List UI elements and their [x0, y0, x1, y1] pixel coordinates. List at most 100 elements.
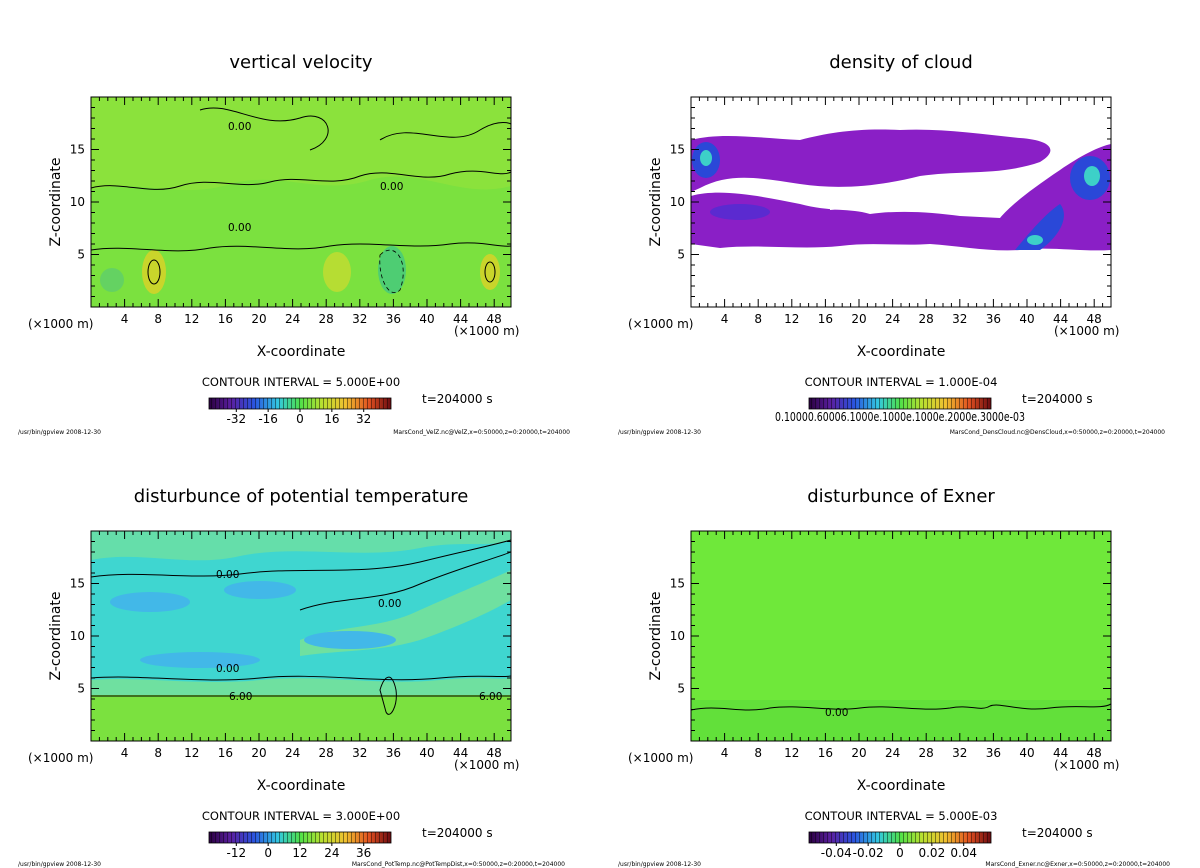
footer-left: /usr/bin/gpview 2008-12-30	[618, 429, 701, 436]
footer-right: MarsCond_PotTemp.nc@PotTempDist,x=0:5000…	[352, 861, 565, 868]
field-region	[91, 678, 511, 695]
x-tick-label: 28	[319, 312, 334, 326]
contour-line	[91, 675, 511, 681]
field-region	[830, 188, 969, 211]
x-axis-label: X-coordinate	[257, 344, 346, 360]
x-unit-label-left: (×1000 m)	[628, 751, 693, 765]
plot-field	[691, 97, 1111, 307]
field-region	[91, 97, 511, 191]
colorbar	[808, 397, 992, 410]
field-region	[691, 129, 1051, 192]
colorbar-tick-label: -0.04	[821, 846, 852, 860]
field-region	[691, 700, 1111, 741]
colorbar-tick-label: 0	[264, 846, 272, 860]
colorbar-tick-label: 0	[896, 846, 904, 860]
chart-title: disturbunce of Exner	[807, 486, 995, 507]
contour-label: 0.00	[216, 663, 239, 675]
y-tick-label: 10	[670, 195, 685, 209]
contour-label: 0.00	[228, 121, 251, 133]
x-tick-label: 12	[184, 746, 199, 760]
panel-vertical-velocity: vertical velocity 0.00 0.00 0.00 4 8 12 16 2…	[18, 52, 570, 436]
x-tick-label: 32	[352, 312, 367, 326]
y-axis-label: Z-coordinate	[48, 157, 64, 246]
contour-line	[379, 249, 404, 293]
x-tick-label: 36	[986, 312, 1001, 326]
footer-right: MarsCond_DensCloud.nc@DensCloud,x=0:5000…	[950, 429, 1165, 436]
field-region	[323, 252, 351, 292]
field-region	[100, 268, 124, 292]
y-tick-label: 15	[70, 143, 85, 157]
field-region	[91, 695, 511, 741]
x-unit-label-right: (×1000 m)	[454, 324, 519, 338]
y-tick-label: 15	[670, 143, 685, 157]
x-tick-label: 44	[1053, 312, 1068, 326]
x-tick-label: 16	[218, 746, 233, 760]
footer-left: /usr/bin/gpview 2008-12-30	[18, 429, 101, 436]
x-tick-label: 16	[818, 746, 833, 760]
x-tick-label: 16	[218, 312, 233, 326]
y-tick-label: 15	[670, 577, 685, 591]
chart-title: vertical velocity	[229, 52, 373, 73]
colorbar-frame	[208, 831, 392, 844]
x-axis-label: X-coordinate	[857, 344, 946, 360]
contour-label: 0.00	[825, 707, 848, 719]
x-tick-label: 48	[487, 312, 502, 326]
x-unit-label-left: (×1000 m)	[28, 317, 93, 331]
x-tick-label: 12	[784, 746, 799, 760]
contour-interval: CONTOUR INTERVAL = 5.000E+00	[202, 375, 400, 389]
colorbar-tick-label: 36	[356, 846, 371, 860]
contour-line	[299, 551, 511, 611]
contour-label: 0.00	[380, 181, 403, 193]
contour-interval: CONTOUR INTERVAL = 3.000E+00	[202, 809, 400, 823]
contour-line	[691, 703, 1111, 711]
x-tick-label: 8	[754, 312, 762, 326]
field-region	[710, 204, 770, 220]
y-axis-label: Z-coordinate	[648, 591, 664, 680]
x-tick-label: 24	[285, 746, 300, 760]
x-tick-label: 12	[784, 312, 799, 326]
plot-field: 0.00	[691, 531, 1111, 741]
contour-label: 6.00	[479, 691, 502, 703]
contour-line	[199, 107, 329, 151]
contour-label: 0.00	[216, 569, 239, 581]
y-tick-label: 10	[70, 629, 85, 643]
field-region	[480, 254, 500, 290]
y-tick-label: 5	[677, 248, 685, 262]
footer-right: MarsCond_VelZ.nc@VelZ,x=0:50000,z=0:2000…	[393, 429, 570, 436]
contour-interval: CONTOUR INTERVAL = 5.000E-03	[805, 809, 998, 823]
colorbar-frame	[808, 397, 992, 410]
x-tick-label: 32	[952, 312, 967, 326]
colorbar-tick-label: 32	[356, 412, 371, 426]
y-tick-label: 5	[77, 682, 85, 696]
x-tick-label: 4	[721, 312, 729, 326]
panel-potential-temperature: disturbunce of potential temperature 0.0…	[18, 486, 565, 868]
contour-line	[379, 676, 397, 715]
colorbar	[208, 831, 392, 844]
x-tick-label: 40	[419, 312, 434, 326]
y-axis-label: Z-coordinate	[48, 591, 64, 680]
colorbar-tick-label: 0	[296, 412, 304, 426]
x-unit-label-right: (×1000 m)	[1054, 324, 1119, 338]
colorbar-tick-label: 12	[292, 846, 307, 860]
x-unit-label-right: (×1000 m)	[1054, 758, 1119, 772]
x-tick-label: 8	[154, 746, 162, 760]
footer-right: MarsCond_Exner.nc@Exner,x=0:50000,z=0:20…	[985, 861, 1170, 868]
field-region	[691, 144, 1111, 251]
x-tick-label: 24	[885, 746, 900, 760]
y-axis-label: Z-coordinate	[648, 157, 664, 246]
x-tick-label: 44	[1053, 746, 1068, 760]
colorbar-tick-label: 0.04	[950, 846, 977, 860]
y-tick-label: 15	[70, 577, 85, 591]
colorbar-tick-label: -12	[226, 846, 246, 860]
x-tick-label: 28	[319, 746, 334, 760]
x-tick-label: 36	[386, 312, 401, 326]
colorbar-frame	[808, 831, 992, 844]
x-tick-label: 12	[184, 312, 199, 326]
colorbar-tick-label: 16	[324, 412, 339, 426]
x-unit-label-left: (×1000 m)	[28, 751, 93, 765]
y-tick-label: 10	[670, 629, 685, 643]
colorbar-tick-label: 0.02	[918, 846, 945, 860]
